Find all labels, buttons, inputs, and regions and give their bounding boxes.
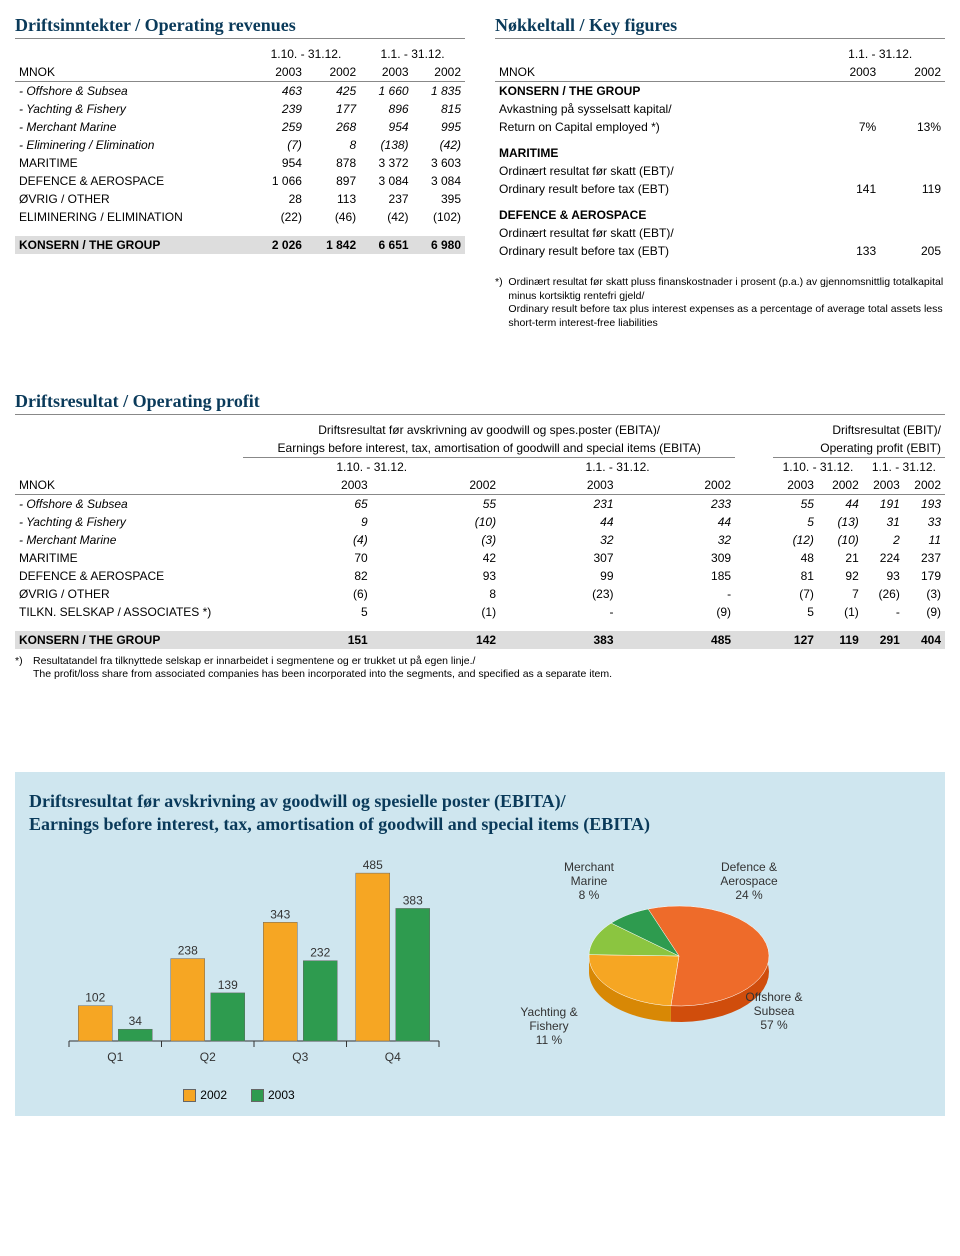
- profit-total-row: KONSERN / THE GROUP 151 142 383 485 127 …: [15, 631, 945, 649]
- table-row: MARITIME9548783 3723 603: [15, 154, 465, 172]
- table-row: - Merchant Marine(4)(3)3232(12)(10)211: [15, 531, 945, 549]
- svg-text:383: 383: [403, 893, 423, 907]
- svg-text:232: 232: [310, 945, 330, 959]
- table-row: TILKN. SELSKAP / ASSOCIATES *)5(1)-(9)5(…: [15, 603, 945, 621]
- table-row: DEFENCE & AEROSPACE829399185819293179: [15, 567, 945, 585]
- rev-total-row: KONSERN / THE GROUP 2 026 1 842 6 651 6 …: [15, 236, 465, 254]
- table-row: - Yachting & Fishery239177896815: [15, 100, 465, 118]
- table-row: - Yachting & Fishery9(10)44445(13)3133: [15, 513, 945, 531]
- svg-text:Subsea: Subsea: [754, 1004, 795, 1018]
- charts-title-2: Earnings before interest, tax, amortisat…: [29, 813, 931, 836]
- svg-text:Q1: Q1: [107, 1050, 123, 1064]
- svg-text:Fishery: Fishery: [529, 1019, 568, 1033]
- charts-title-1: Driftsresultat før avskrivning av goodwi…: [29, 790, 931, 813]
- bar-chart: 10234Q1238139Q2343232Q3485383Q4 20022003: [29, 851, 449, 1102]
- table-row: - Offshore & Subsea4634251 6601 835: [15, 82, 465, 101]
- table-row: - Offshore & Subsea65552312335544191193: [15, 494, 945, 513]
- svg-text:Q3: Q3: [292, 1050, 308, 1064]
- keyfigures-title: Nøkkeltall / Key figures: [495, 15, 945, 39]
- svg-text:102: 102: [85, 990, 105, 1004]
- svg-text:24 %: 24 %: [735, 888, 763, 902]
- keyfigures-footnote: *) Ordinært resultat før skatt pluss fin…: [495, 276, 945, 331]
- svg-text:Yachting &: Yachting &: [520, 1005, 577, 1019]
- keyfigures-block: Nøkkeltall / Key figures 1.1. - 31.12. M…: [495, 15, 945, 331]
- kf-period: 1.1. - 31.12.: [815, 45, 945, 63]
- svg-text:Offshore &: Offshore &: [745, 990, 802, 1004]
- svg-text:Q2: Q2: [200, 1050, 216, 1064]
- table-row: ØVRIG / OTHER(6)8(23)-(7)7(26)(3): [15, 585, 945, 603]
- svg-text:Marine: Marine: [571, 874, 608, 888]
- rev-period1: 1.10. - 31.12.: [252, 45, 360, 63]
- charts-panel: Driftsresultat før avskrivning av goodwi…: [15, 772, 945, 1116]
- svg-text:57 %: 57 %: [760, 1018, 788, 1032]
- table-row: - Merchant Marine259268954995: [15, 118, 465, 136]
- svg-text:34: 34: [129, 1014, 143, 1028]
- rev-period2: 1.1. - 31.12.: [360, 45, 465, 63]
- svg-text:139: 139: [218, 978, 238, 992]
- pie-chart: MerchantMarine8 % Defence &Aerospace24 % Y…: [469, 851, 889, 1084]
- svg-text:11 %: 11 %: [536, 1033, 563, 1047]
- svg-text:485: 485: [363, 858, 383, 872]
- svg-text:Q4: Q4: [385, 1050, 401, 1064]
- table-row: - Eliminering / Elimination(7)8(138)(42): [15, 136, 465, 154]
- table-row: MARITIME70423073094821224237: [15, 549, 945, 567]
- keyfigures-table: 1.1. - 31.12. MNOK 2003 2002 KONSERN / T…: [495, 45, 945, 268]
- svg-text:343: 343: [270, 907, 290, 921]
- table-row: ØVRIG / OTHER28113237395: [15, 190, 465, 208]
- svg-text:Aerospace: Aerospace: [720, 874, 778, 888]
- profit-table: Driftsresultat før avskrivning av goodwi…: [15, 421, 945, 649]
- profit-title: Driftsresultat / Operating profit: [15, 391, 945, 415]
- svg-text:Defence &: Defence &: [721, 860, 777, 874]
- svg-text:Merchant: Merchant: [564, 860, 615, 874]
- profit-footnote: *) Resultatandel fra tilknyttede selskap…: [15, 655, 945, 682]
- svg-text:8 %: 8 %: [579, 888, 600, 902]
- profit-block: Driftsresultat / Operating profit Drifts…: [15, 391, 945, 682]
- revenues-table: 1.10. - 31.12. 1.1. - 31.12. MNOK 2003 2…: [15, 45, 465, 254]
- table-row: ELIMINERING / ELIMINATION(22)(46)(42)(10…: [15, 208, 465, 226]
- rev-mnok: MNOK: [15, 63, 252, 82]
- revenues-title: Driftsinntekter / Operating revenues: [15, 15, 465, 39]
- table-row: DEFENCE & AEROSPACE1 0668973 0843 084: [15, 172, 465, 190]
- svg-text:238: 238: [178, 943, 198, 957]
- revenues-block: Driftsinntekter / Operating revenues 1.1…: [15, 15, 465, 331]
